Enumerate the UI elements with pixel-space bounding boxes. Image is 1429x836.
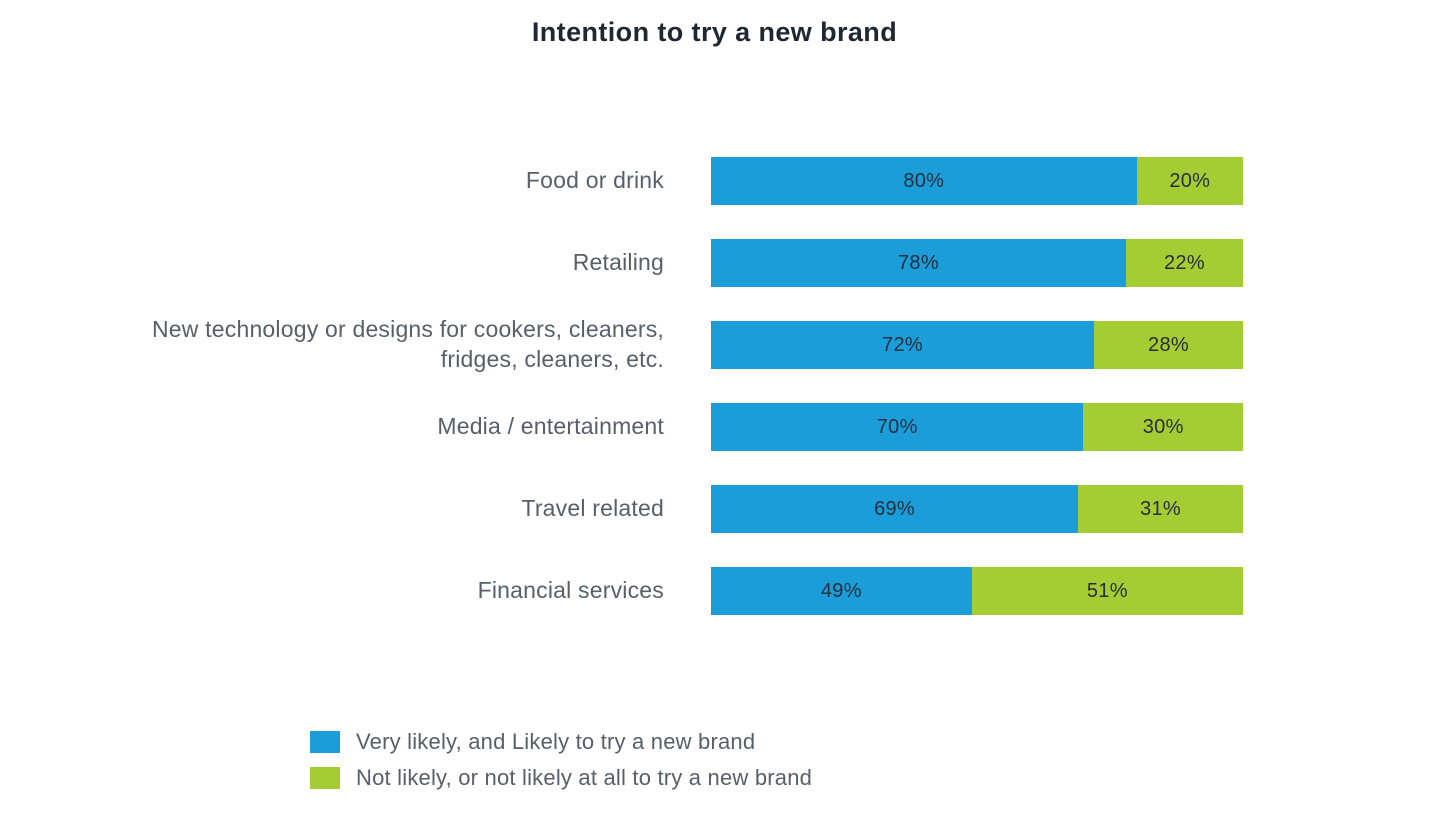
chart-row: Financial services 49% 51% [0,567,1429,615]
bar-segment: 80% [711,157,1137,205]
bar-track: 70% 30% [711,403,1243,451]
chart-row: Retailing 78% 22% [0,239,1429,287]
segment-value-label: 80% [903,169,945,192]
bar-track: 80% 20% [711,157,1243,205]
segment-value-label: 20% [1169,169,1211,192]
bar-segment: 72% [711,321,1095,369]
segment-value-label: 70% [876,415,918,438]
legend-swatch [310,767,340,789]
segment-value-label: 51% [1086,579,1128,602]
bar-track: 72% 28% [711,321,1243,369]
bar-track: 49% 51% [711,567,1243,615]
legend-swatch [310,731,340,753]
category-label: New technology or designs for cookers, c… [151,316,664,372]
bar-track: 69% 31% [711,485,1243,533]
segment-value-label: 69% [874,497,915,520]
category-label: Food or drink [525,167,664,194]
bar-segment: 51% [971,567,1243,615]
bar-segment: 78% [711,239,1126,287]
bar-segment: 70% [711,403,1084,451]
category-label: Financial services [477,577,664,604]
bar-segment: 30% [1083,403,1243,451]
segment-value-label: 78% [898,251,939,274]
legend-item: Very likely, and Likely to try a new bra… [310,728,812,756]
segment-value-label: 72% [882,333,923,356]
segment-value-label: 30% [1142,415,1184,438]
chart-row: Media / entertainment 70% 30% [0,403,1429,451]
category-label: Retailing [572,249,664,276]
category-label: Media / entertainment [437,413,664,440]
chart-legend: Very likely, and Likely to try a new bra… [310,728,812,800]
bar-segment: 22% [1125,239,1243,287]
category-label: Travel related [521,495,664,522]
chart-row: Food or drink 80% 20% [0,157,1429,205]
bar-segment: 49% [711,567,972,615]
legend-item: Not likely, or not likely at all to try … [310,764,812,792]
legend-label: Not likely, or not likely at all to try … [356,765,813,790]
legend-label: Very likely, and Likely to try a new bra… [356,729,756,754]
chart-row: New technology or designs for cookers, c… [0,316,1429,372]
segment-value-label: 28% [1148,333,1189,356]
bar-segment: 69% [711,485,1079,533]
segment-value-label: 31% [1140,497,1181,520]
segment-value-label: 22% [1164,251,1205,274]
bar-segment: 31% [1078,485,1243,533]
chart-title: Intention to try a new brand [531,17,898,47]
bar-segment: 28% [1094,321,1243,369]
bar-segment: 20% [1136,157,1243,205]
segment-value-label: 49% [820,579,862,602]
bar-chart: Food or drink 80% 20% Retailing 78% 22% New te… [0,157,1429,649]
chart-row: Travel related 69% 31% [0,485,1429,533]
bar-track: 78% 22% [711,239,1243,287]
